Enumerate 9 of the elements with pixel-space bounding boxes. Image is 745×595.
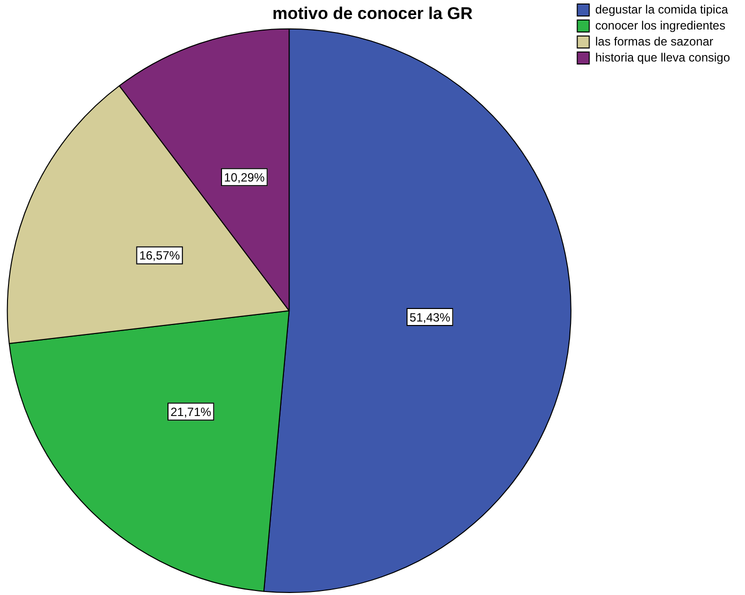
chart-title: motivo de conocer la GR [272,4,473,23]
data-label: 10,29% [224,170,266,184]
data-label: 51,43% [410,310,451,324]
legend-label: conocer los ingredientes [595,18,726,32]
legend-label: las formas de sazonar [595,34,714,48]
data-label: 21,71% [170,404,212,419]
data-label: 16,57% [139,248,180,263]
legend-label: historia que lleva consigo [595,50,730,64]
legend-label: degustar la comida tipica [595,2,728,16]
